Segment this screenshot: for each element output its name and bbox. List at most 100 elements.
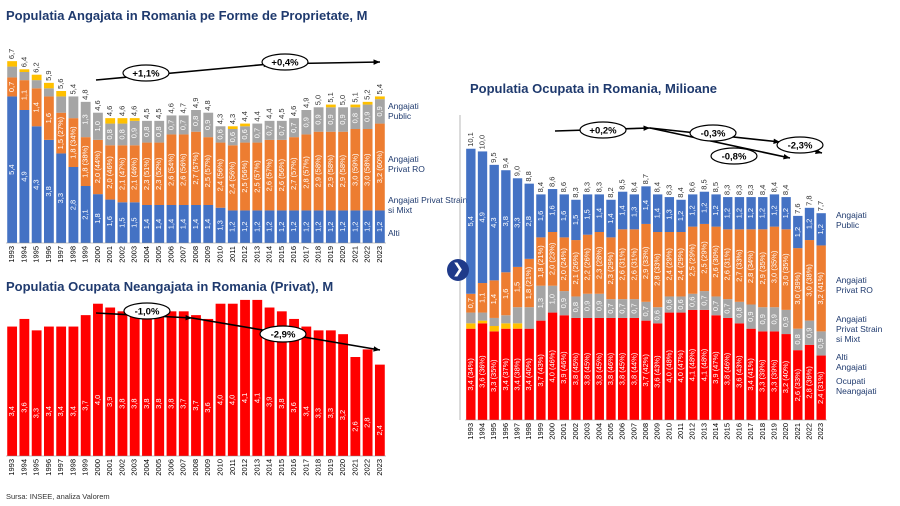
c3-label-privat_ro-2020: 3,0 (35%)	[781, 253, 790, 286]
c3-bar-neangajati-2018	[758, 331, 768, 420]
c3-bar-privat_strain-2008	[641, 301, 651, 321]
c1-bar-alti-1997	[56, 91, 67, 97]
c3-cagr-3-ellipse	[710, 147, 758, 165]
c2-xtick-2004: 2004	[142, 459, 151, 476]
c1-cagr-1-ellipse	[122, 64, 170, 82]
c3-label-privat_ro-2002: 2,1 (26%)	[571, 252, 580, 285]
c3-total-2011: 8,4	[676, 187, 685, 197]
c3-xtick-2000: 2000	[548, 423, 557, 440]
c3-xtick-2009: 2009	[653, 423, 662, 440]
c3-label-privat_ro-2022: 3,0 (38%)	[804, 264, 813, 297]
c3-label-public-2014: 1,2	[711, 205, 720, 215]
c3-bar-privat_ro-2003	[582, 234, 593, 294]
c1-label-public-2004: 1,4	[142, 219, 151, 229]
c3-bar-privat_ro-1999	[536, 237, 546, 286]
c1-total-2008: 4,9	[191, 98, 200, 108]
c2-label-1997: 3,4	[56, 406, 65, 416]
c3-xtick-1999: 1999	[536, 423, 545, 440]
c1-bar-alti-1995	[31, 74, 42, 81]
c3-label-public-1993: 5,4	[466, 216, 475, 226]
c1-total-2019: 5,1	[326, 92, 335, 102]
c3-label-privat_ro-2004: 2,3 (28%)	[594, 246, 603, 279]
c1-bar-public-2017	[301, 210, 312, 243]
c3-bar-public-2006	[617, 191, 628, 230]
c1-total-2003: 4,6	[130, 106, 139, 116]
c3-label-neangajati-2018: 3,3 (39%)	[758, 359, 767, 392]
c3-label-public-1999: 1,6	[536, 211, 545, 221]
c1-label-privat_strain-2015: 0,7	[277, 125, 286, 135]
c2-bar-1994	[19, 318, 30, 456]
c2-xtick-2008: 2008	[191, 459, 200, 476]
c3-bar-public-1995	[489, 164, 499, 281]
c1-bar-privat_strain-2006	[166, 115, 177, 135]
c3-bar-alti-1997	[512, 323, 523, 329]
c3-xtick-2017: 2017	[746, 423, 755, 440]
c3-xtick-2007: 2007	[629, 423, 638, 440]
c3-label-neangajati-2023: 2,4 (31%)	[816, 371, 825, 404]
c1-xtick-2011: 2011	[228, 246, 237, 262]
c2-bar-2013	[252, 299, 263, 456]
c3-bar-privat_strain-1998	[524, 307, 534, 329]
c3-bar-privat_strain-1999	[536, 285, 546, 321]
c3-label-privat_strain-2021: 0,8	[793, 334, 802, 344]
c3-label-privat_strain-2009: 0,6	[653, 310, 662, 320]
c3-bar-public-2014	[711, 194, 721, 227]
c3-trend-arrow-2-head	[773, 138, 780, 145]
c2-bar-2022	[362, 349, 373, 456]
c2-cagr-1: -1,0%	[135, 307, 160, 318]
c1-total-2007: 4,7	[179, 103, 188, 113]
c2-bar-2017	[301, 326, 312, 456]
c3-bar-privat_strain-2005	[606, 299, 616, 318]
c1-total-2004: 4,5	[142, 108, 151, 118]
c3-cagr-2: -0,3%	[701, 129, 726, 140]
c3-xtick-2005: 2005	[606, 423, 615, 440]
c2-label-2012: 4,1	[240, 393, 249, 403]
c3-xtick-1996: 1996	[501, 423, 510, 440]
c3-label-privat_ro-2009: 2,8 (33%)	[653, 253, 662, 286]
c3-bar-privat_ro-2004	[594, 232, 604, 294]
c1-label-privat_ro-2015: 2,6 (56%)	[277, 158, 286, 191]
c1-bar-public-2007	[178, 205, 189, 243]
c3-label-privat_ro-1996: 1,6	[501, 289, 510, 299]
c2-xtick-2010: 2010	[216, 459, 225, 476]
c3-legend-privat_strain-2: si Mixt	[836, 334, 861, 344]
c1-label-privat_strain-2005: 0,8	[154, 126, 163, 136]
c1-label-privat_ro-2003: 2,1 (46%)	[130, 157, 139, 190]
c3-legend-alti-1: Angajati	[836, 362, 867, 372]
c1-bar-alti-2019	[325, 104, 336, 108]
c2-bar-2021	[350, 357, 361, 456]
c1-xtick-2022: 2022	[363, 246, 372, 263]
chart3-title: Populatia Ocupata in Romania, Milioane	[470, 81, 718, 96]
c3-bar-privat_strain-2020	[781, 309, 791, 335]
c1-xtick-2009: 2009	[203, 246, 212, 263]
c3-label-privat_ro-2008: 2,9 (33%)	[641, 246, 650, 279]
c3-label-privat_strain-2005: 0,7	[606, 303, 615, 313]
c1-total-2000: 4,6	[93, 100, 102, 110]
c2-label-2001: 3,9	[105, 397, 114, 407]
c3-label-public-2017: 1,2	[746, 208, 755, 218]
c1-bar-public-2022	[362, 210, 373, 243]
c3-bar-neangajati-2000	[547, 312, 558, 420]
c1-xtick-1994: 1994	[19, 246, 28, 263]
c1-bar-public-2009	[203, 205, 214, 243]
c3-bar-privat_strain-2017	[746, 304, 756, 329]
c3-label-privat_ro-2015: 2,6 (31%)	[723, 247, 732, 280]
c1-bar-privat_strain-2004	[142, 120, 152, 143]
c3-bar-neangajati-2010	[664, 312, 675, 420]
c3-label-privat_strain-2020: 0,9	[781, 317, 790, 327]
c1-bar-privat_strain-2019	[325, 107, 336, 132]
c2-bar-2009	[203, 318, 214, 456]
c3-legend-neangajati-1: Neangajati	[836, 386, 877, 396]
c3-bar-public-2004	[594, 194, 604, 232]
c3-label-privat_ro-2011: 2,4 (29%)	[676, 247, 685, 280]
next-arrow-icon[interactable]: ❯	[447, 259, 469, 281]
c1-bar-public-2000	[93, 194, 103, 243]
c3-label-neangajati-2001: 3,9 (46%)	[559, 351, 568, 384]
c2-xtick-2021: 2021	[350, 459, 359, 476]
c1-label-privat_strain-2013: 0,7	[252, 128, 261, 138]
c3-label-privat_ro-2019: 3,0 (35%)	[769, 250, 778, 283]
c3-bar-public-2017	[746, 197, 756, 230]
c3-label-privat_ro-2021: 3,0 (39%)	[793, 272, 802, 305]
c1-bar-privat_ro-2015	[276, 139, 287, 211]
c2-bar-2003	[129, 311, 140, 456]
